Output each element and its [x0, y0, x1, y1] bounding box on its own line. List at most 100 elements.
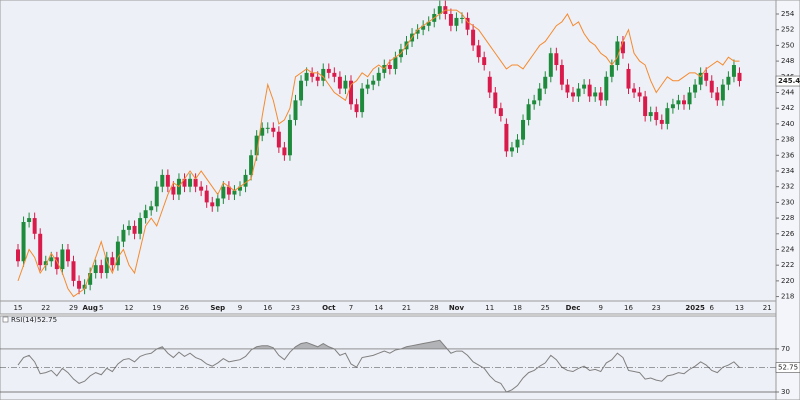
candle-body — [321, 68, 326, 81]
x-tick-label: 14 — [374, 304, 383, 312]
candle-body — [654, 112, 659, 120]
candle-body — [171, 186, 176, 195]
candle-body — [387, 65, 392, 69]
candle-body — [482, 57, 487, 66]
candles — [16, 0, 742, 298]
y-tick-label: 232 — [781, 183, 794, 191]
y-tick-label: 236 — [781, 151, 795, 159]
candle-body — [310, 72, 315, 77]
candle-body — [604, 76, 609, 101]
y-tick-label: 252 — [781, 26, 794, 34]
y-tick-label: 220 — [781, 277, 794, 285]
candle-body — [132, 225, 137, 234]
x-tick-label: 16 — [624, 304, 633, 312]
candle-body — [60, 249, 65, 270]
candle-body — [215, 198, 220, 207]
candle-body — [598, 92, 603, 101]
candle-body — [238, 186, 242, 191]
candle-body — [16, 249, 20, 262]
x-tick-label: 23 — [291, 304, 300, 312]
x-tick-label: Nov — [449, 304, 465, 312]
candle-body — [365, 84, 370, 89]
candle-body — [620, 41, 625, 54]
candle-body — [632, 88, 637, 93]
candle-body — [687, 92, 692, 105]
x-tick-label: 28 — [430, 304, 439, 312]
x-tick-label: 7 — [349, 304, 353, 312]
candle-body — [676, 100, 681, 105]
y-tick-label: 240 — [781, 120, 794, 128]
current-value-box — [775, 362, 800, 373]
candle-body — [127, 225, 131, 230]
candle-body — [437, 6, 442, 14]
candle-body — [293, 100, 298, 120]
candle-body — [371, 80, 376, 85]
x-tick-label: 19 — [152, 304, 161, 312]
y-tick-label: 238 — [781, 136, 794, 144]
x-tick-label: 23 — [652, 304, 661, 312]
indicator-title: RSI(14) — [11, 316, 37, 324]
candle-body — [210, 202, 215, 207]
candle-body — [565, 84, 570, 93]
x-tick-label: 12 — [125, 304, 134, 312]
candle-body — [737, 72, 742, 82]
x-tick-label: 15 — [14, 304, 23, 312]
candle-body — [731, 65, 736, 77]
candle-body — [199, 186, 204, 191]
y-tick-label: 30 — [781, 388, 790, 396]
candle-body — [299, 80, 304, 101]
indicator-icon — [2, 316, 9, 323]
x-tick-label: Aug — [82, 304, 97, 312]
candle-body — [260, 127, 265, 136]
candle-body — [43, 261, 48, 266]
candle-body — [393, 57, 398, 69]
x-tick-label: 21 — [763, 304, 772, 312]
current-value-label: 52.75 — [778, 363, 798, 371]
candle-body — [670, 104, 675, 109]
candle-body — [154, 186, 159, 207]
candle-body — [715, 92, 720, 101]
candle-body — [54, 257, 59, 270]
candle-body — [99, 265, 104, 274]
candle-body — [515, 139, 520, 148]
candle-body — [709, 80, 714, 93]
candle-body — [643, 96, 648, 117]
candle-body — [582, 84, 587, 89]
y-tick-label: 230 — [781, 198, 794, 206]
candle-body — [121, 229, 126, 242]
x-tick-label: 25 — [541, 304, 550, 312]
candle-body — [376, 72, 381, 81]
candle-body — [548, 53, 553, 77]
candle-body — [576, 88, 581, 97]
y-tick-label: 218 — [781, 293, 794, 301]
candle-body — [332, 72, 337, 77]
candle-body — [460, 17, 464, 19]
candle-body — [71, 261, 76, 281]
candle-body — [487, 76, 492, 93]
candle-body — [626, 68, 631, 89]
y-tick-label: 224 — [781, 245, 795, 253]
candle-body — [188, 178, 193, 187]
candle-body — [149, 206, 154, 211]
candle-body — [165, 174, 170, 187]
candle-body — [77, 280, 82, 289]
x-tick-label: 6 — [710, 304, 715, 312]
x-tick-label: 29 — [69, 304, 78, 312]
candle-body — [104, 257, 109, 274]
candle-body — [554, 53, 559, 66]
x-tick-label: 2025 — [685, 304, 705, 312]
rsi-line — [17, 339, 740, 393]
candle-body — [659, 119, 664, 124]
candle-body — [65, 249, 70, 262]
x-tick-label: 9 — [599, 304, 603, 312]
candle-body — [315, 76, 320, 81]
candle-body — [593, 92, 598, 97]
candle-body — [720, 84, 725, 101]
last-price-label: 245.46 — [778, 77, 800, 85]
candle-body — [415, 29, 420, 34]
x-tick-label: 5 — [99, 304, 103, 312]
x-tick-label: 16 — [263, 304, 272, 312]
candle-body — [521, 119, 526, 140]
